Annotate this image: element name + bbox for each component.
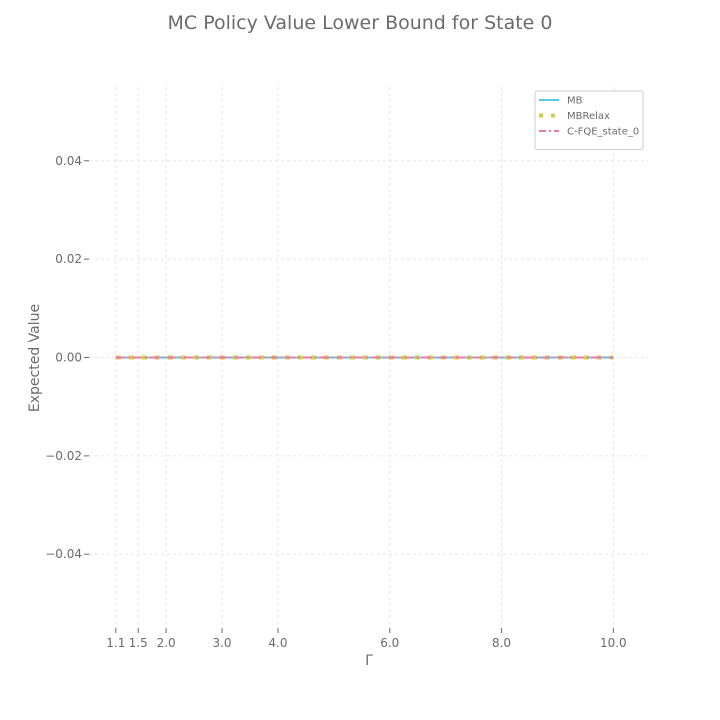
legend-label: C-FQE_state_0 — [567, 127, 639, 138]
y-tick-label: −0.04 — [45, 547, 82, 561]
x-tick-label: 4.0 — [268, 636, 287, 650]
y-tick-label: −0.02 — [45, 449, 82, 463]
legend-box — [534, 90, 644, 150]
x-tick-label: 6.0 — [380, 636, 399, 650]
y-axis-label: Expected Value — [27, 304, 43, 412]
legend: MB MBRelax C-FQE_state_0 — [534, 90, 644, 150]
x-tick-label: 8.0 — [492, 636, 511, 650]
legend-label: MB — [567, 96, 583, 107]
y-tick-label: 0.00 — [55, 351, 82, 365]
x-tick-label: 10.0 — [600, 636, 627, 650]
x-axis-label: Γ — [365, 653, 373, 669]
axes: 1.1 1.5 2.0 3.0 4.0 6.0 8.0 10.0 −0.04 −0.02 0.00 0… — [45, 154, 626, 650]
x-tick-label: 1.1 — [106, 636, 125, 650]
chart-title: MC Policy Value Lower Bound for State 0 — [168, 12, 553, 34]
y-tick-label: 0.02 — [55, 252, 82, 266]
legend-label: MBRelax — [567, 111, 610, 122]
x-tick-label: 2.0 — [157, 636, 176, 650]
y-tick-label: 0.04 — [55, 154, 82, 168]
x-tick-label: 3.0 — [212, 636, 231, 650]
x-tick-label: 1.5 — [129, 636, 148, 650]
